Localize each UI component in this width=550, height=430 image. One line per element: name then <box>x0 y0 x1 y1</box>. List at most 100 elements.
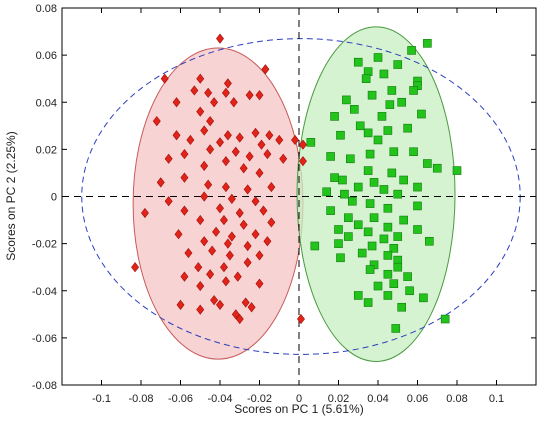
point-diamond-23 <box>265 130 274 141</box>
point-square-64 <box>334 239 343 248</box>
point-diamond-32 <box>263 148 272 160</box>
group-ellipse-0 <box>132 47 304 360</box>
point-square-1 <box>407 46 416 55</box>
point-square-62 <box>393 232 403 241</box>
point-square-86 <box>440 314 450 324</box>
point-diamond-65 <box>184 247 193 259</box>
point-square-3 <box>353 57 363 67</box>
point-square-84 <box>397 302 407 312</box>
point-square-58 <box>363 227 373 237</box>
point-diamond-24 <box>275 134 284 146</box>
point-square-33 <box>432 163 442 173</box>
point-diamond-77 <box>221 276 230 287</box>
point-diamond-34 <box>200 160 209 171</box>
point-diamond-62 <box>223 238 232 249</box>
point-diamond-20 <box>235 132 244 143</box>
point-diamond-81 <box>216 299 224 310</box>
point-square-52 <box>344 213 353 223</box>
y-tick-label: 0.02 <box>36 144 57 156</box>
point-square-53 <box>369 213 379 223</box>
x-tick-label: -0.02 <box>247 393 272 405</box>
point-square-0 <box>423 39 432 48</box>
point-diamond-58 <box>212 226 221 237</box>
point-diamond-63 <box>243 240 252 252</box>
point-diamond-46 <box>251 196 260 207</box>
point-square-55 <box>353 220 363 230</box>
point-square-45 <box>340 189 349 199</box>
x-tick-label: -0.04 <box>207 393 232 405</box>
point-diamond-57 <box>174 229 183 240</box>
point-square-80 <box>383 291 393 300</box>
point-diamond-49 <box>180 205 189 216</box>
point-square-68 <box>357 248 367 258</box>
point-diamond-64 <box>263 236 272 247</box>
point-square-13 <box>385 100 395 109</box>
point-diamond-14 <box>196 106 205 117</box>
point-diamond-8 <box>172 97 181 108</box>
point-diamond-54 <box>219 214 228 226</box>
point-square-21 <box>383 126 393 135</box>
y-tick-label: -0.02 <box>32 239 57 251</box>
point-square-37 <box>330 173 339 182</box>
point-square-32 <box>423 159 432 168</box>
point-diamond-10 <box>229 97 238 108</box>
point-square-36 <box>363 166 373 175</box>
group-ellipse-1 <box>296 26 456 362</box>
point-square-46 <box>393 189 403 199</box>
point-square-51 <box>326 206 335 215</box>
point-diamond-52 <box>259 205 268 216</box>
point-diamond-6 <box>190 85 199 96</box>
point-diamond-79 <box>210 295 219 306</box>
point-square-30 <box>346 154 355 164</box>
point-square-26 <box>373 135 383 145</box>
point-square-25 <box>306 138 316 147</box>
x-tick-label: 0 <box>296 393 302 405</box>
x-tick-label: 0.06 <box>407 393 428 405</box>
point-diamond-84 <box>231 309 240 320</box>
point-square-43 <box>413 182 422 192</box>
point-square-15 <box>342 95 351 105</box>
point-diamond-55 <box>239 219 248 230</box>
y-tick-label: 0.08 <box>36 3 57 15</box>
point-square-59 <box>413 225 422 234</box>
point-diamond-88 <box>298 139 307 150</box>
point-square-79 <box>353 291 363 300</box>
point-diamond-28 <box>206 144 215 155</box>
point-square-31 <box>326 152 335 161</box>
y-tick-label: 0.04 <box>36 97 57 109</box>
point-diamond-9 <box>210 97 219 108</box>
point-diamond-87 <box>297 313 305 325</box>
point-square-2 <box>373 53 383 62</box>
point-diamond-80 <box>176 299 185 310</box>
x-tick-label: 0.04 <box>367 393 388 405</box>
point-diamond-7 <box>204 87 213 98</box>
point-square-81 <box>405 286 414 296</box>
point-diamond-71 <box>243 257 252 268</box>
point-diamond-85 <box>247 302 256 313</box>
point-diamond-48 <box>140 207 149 219</box>
point-square-82 <box>363 298 373 307</box>
point-square-39 <box>369 178 379 187</box>
point-diamond-89 <box>298 156 307 167</box>
point-square-5 <box>379 69 389 79</box>
point-square-38 <box>338 175 347 185</box>
point-diamond-11 <box>245 90 254 101</box>
point-diamond-75 <box>233 271 242 282</box>
point-square-78 <box>389 279 399 288</box>
point-diamond-40 <box>204 179 213 190</box>
point-square-47 <box>348 196 357 206</box>
point-square-9 <box>361 74 371 83</box>
data-points <box>131 33 462 333</box>
point-square-69 <box>383 251 393 260</box>
point-diamond-30 <box>231 146 240 157</box>
point-diamond-41 <box>221 181 230 193</box>
y-tick-label: -0.06 <box>32 333 57 345</box>
point-diamond-76 <box>196 280 205 292</box>
point-square-67 <box>389 244 399 253</box>
reference-lines <box>62 8 536 385</box>
point-square-75 <box>383 269 393 279</box>
y-tick-label: 0 <box>51 192 57 204</box>
point-square-20 <box>355 121 365 131</box>
point-diamond-19 <box>223 130 232 141</box>
